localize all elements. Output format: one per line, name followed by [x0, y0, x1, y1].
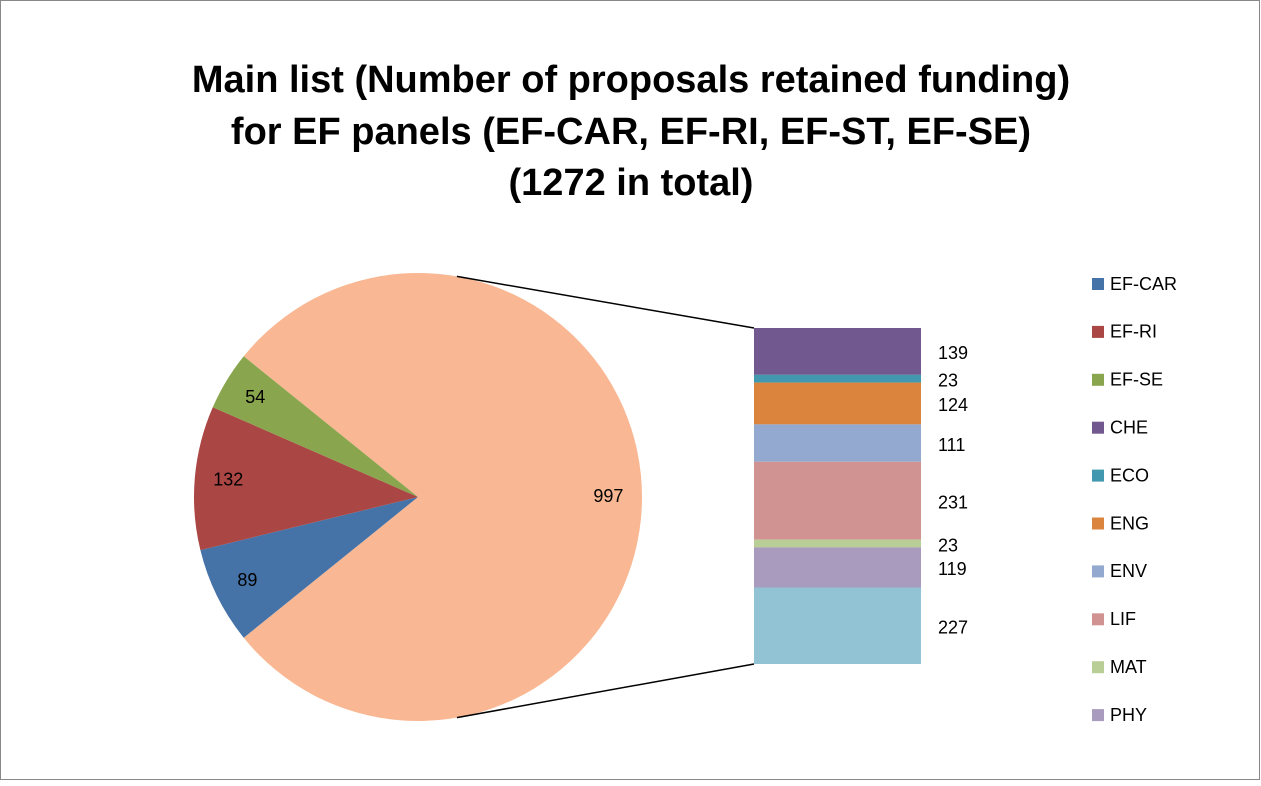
legend-label: EF-CAR	[1110, 274, 1177, 294]
pie-slice	[243, 273, 642, 722]
legend-swatch	[1092, 373, 1104, 386]
data-label: 23	[938, 535, 958, 555]
legend-swatch	[1092, 421, 1104, 434]
bar-segment	[754, 328, 921, 375]
bar-segment	[754, 547, 921, 588]
legend-label: PHY	[1110, 705, 1147, 725]
data-label: 119	[938, 559, 967, 579]
data-label: 132	[213, 469, 243, 489]
data-label: 111	[938, 435, 965, 455]
legend-swatch	[1092, 613, 1104, 626]
legend-swatch	[1092, 709, 1104, 722]
data-label: 89	[237, 570, 257, 590]
legend-label: ENV	[1110, 561, 1147, 581]
legend-swatch	[1092, 278, 1104, 290]
legend-label: ECO	[1110, 465, 1149, 485]
bar-segment	[754, 374, 921, 383]
legend-label: CHE	[1110, 417, 1148, 437]
data-label: 54	[245, 387, 265, 407]
bar-segment	[754, 539, 921, 548]
legend-swatch	[1092, 517, 1104, 530]
bar-segment	[754, 382, 921, 425]
bar-segment	[754, 424, 921, 462]
connector	[456, 663, 755, 719]
legend-label: EF-RI	[1110, 322, 1157, 342]
legend-swatch	[1092, 469, 1104, 482]
data-label: 124	[938, 395, 968, 415]
legend-label: EF-SE	[1110, 370, 1163, 390]
data-label: 23	[938, 370, 958, 390]
legend-label: LIF	[1110, 609, 1136, 629]
data-label: 227	[938, 617, 968, 637]
connector	[456, 275, 755, 329]
pie-slice	[193, 407, 418, 551]
chart-title: Main list (Number of proposals retained …	[192, 59, 1070, 101]
bar-segment	[754, 587, 921, 664]
data-label: 231	[938, 492, 968, 512]
data-label: 997	[593, 486, 623, 506]
bar-segment	[754, 461, 921, 540]
pie-slice	[212, 356, 418, 497]
pie-slice	[200, 497, 418, 638]
chart-title: (1272 in total)	[509, 162, 754, 204]
legend-swatch	[1092, 325, 1104, 338]
legend-swatch	[1092, 661, 1104, 674]
chart-title: for EF panels (EF-CAR, EF-RI, EF-ST, EF-…	[231, 111, 1031, 153]
data-label: 139	[938, 343, 968, 363]
legend-swatch	[1092, 565, 1104, 578]
legend-label: ENG	[1110, 513, 1149, 533]
legend-label: MAT	[1110, 657, 1147, 677]
